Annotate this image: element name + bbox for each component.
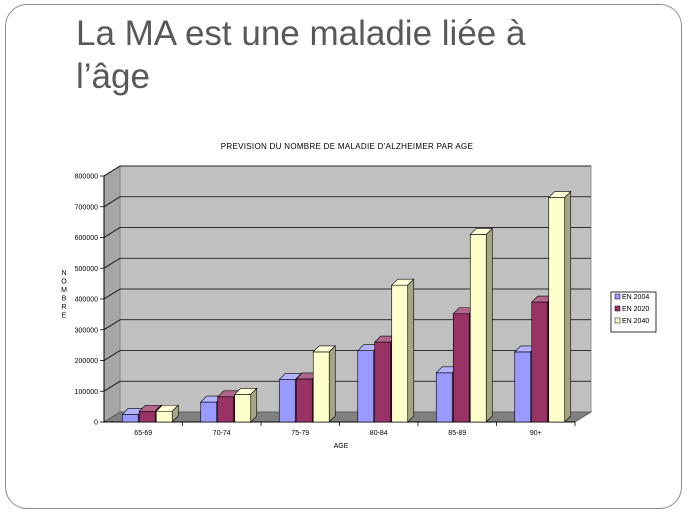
bar-en-2040 xyxy=(548,197,566,423)
x-tick-label: 80-84 xyxy=(370,430,388,437)
bar-en-2004 xyxy=(514,351,532,423)
y-tick-label: 400000 xyxy=(75,297,98,304)
x-tick-label: 85-89 xyxy=(448,430,466,437)
y-axis-title-letter: M xyxy=(61,287,67,294)
bar-en-2004 xyxy=(121,414,139,423)
x-tick-label: 65-69 xyxy=(134,430,152,437)
gridline xyxy=(103,227,591,238)
y-axis-title-letter: E xyxy=(62,313,67,320)
bar-en-2040 xyxy=(469,234,487,423)
y-tick-label: 300000 xyxy=(75,327,98,334)
bar-en-2004 xyxy=(357,350,375,423)
y-axis-title-letter: O xyxy=(61,279,67,286)
y-axis-title-letter: N xyxy=(61,270,66,277)
x-tick-label: 90+ xyxy=(530,430,542,437)
bar-side-face xyxy=(250,387,258,423)
bar-en-2004 xyxy=(200,401,218,423)
gridline xyxy=(103,196,591,208)
gridline xyxy=(103,165,591,177)
legend-label: EN 2040 xyxy=(622,318,649,325)
bar-side-face xyxy=(485,227,493,423)
gridline xyxy=(103,319,591,331)
bar-en-2040 xyxy=(312,351,330,423)
bar-en-2040 xyxy=(391,284,409,423)
x-axis-title: AGE xyxy=(334,443,349,450)
y-tick-label: 100000 xyxy=(75,389,98,396)
y-axis-title-letter: B xyxy=(62,296,67,303)
gridline xyxy=(103,257,591,269)
bar-en-2020 xyxy=(138,410,156,423)
legend-swatch xyxy=(614,305,621,312)
legend-swatch xyxy=(614,317,621,324)
gridline xyxy=(103,350,591,361)
y-tick-label: 0 xyxy=(94,420,98,427)
slide-title: La MA est une maladie liée à l’âge xyxy=(76,12,636,98)
gridline xyxy=(103,380,591,392)
bar-side-face xyxy=(171,404,179,423)
y-tick-label: 800000 xyxy=(75,174,98,181)
bar-side-face xyxy=(328,345,336,423)
bar-en-2020 xyxy=(295,378,313,423)
y-axis-title-letter: R xyxy=(61,304,66,311)
bar-en-2040 xyxy=(155,410,173,423)
bar-en-2004 xyxy=(435,372,453,423)
y-tick-label: 700000 xyxy=(75,204,98,211)
y-tick-label: 500000 xyxy=(75,266,98,273)
bar-en-2020 xyxy=(452,313,470,423)
bar-side-face xyxy=(407,278,415,423)
bar-en-2020 xyxy=(217,396,235,423)
bar-en-2020 xyxy=(531,301,549,423)
x-tick-label: 75-79 xyxy=(291,430,309,437)
slide-title-line-1: La MA est une maladie liée à xyxy=(76,14,526,53)
legend-label: EN 2004 xyxy=(622,294,649,301)
chart-title: PREVISION DU NOMBRE DE MALADIE D'ALZHEIM… xyxy=(221,142,473,151)
legend-label: EN 2020 xyxy=(622,306,649,313)
bar-side-face xyxy=(564,190,572,423)
y-tick-label: 200000 xyxy=(75,358,98,365)
slide-title-line-2: l’âge xyxy=(76,57,150,96)
bar-en-2040 xyxy=(234,394,252,423)
bar-en-2004 xyxy=(278,379,296,423)
x-tick-label: 70-74 xyxy=(213,430,231,437)
gridline xyxy=(103,288,591,300)
legend-swatch xyxy=(614,293,621,300)
bar-en-2020 xyxy=(374,341,392,423)
y-tick-label: 600000 xyxy=(75,235,98,242)
